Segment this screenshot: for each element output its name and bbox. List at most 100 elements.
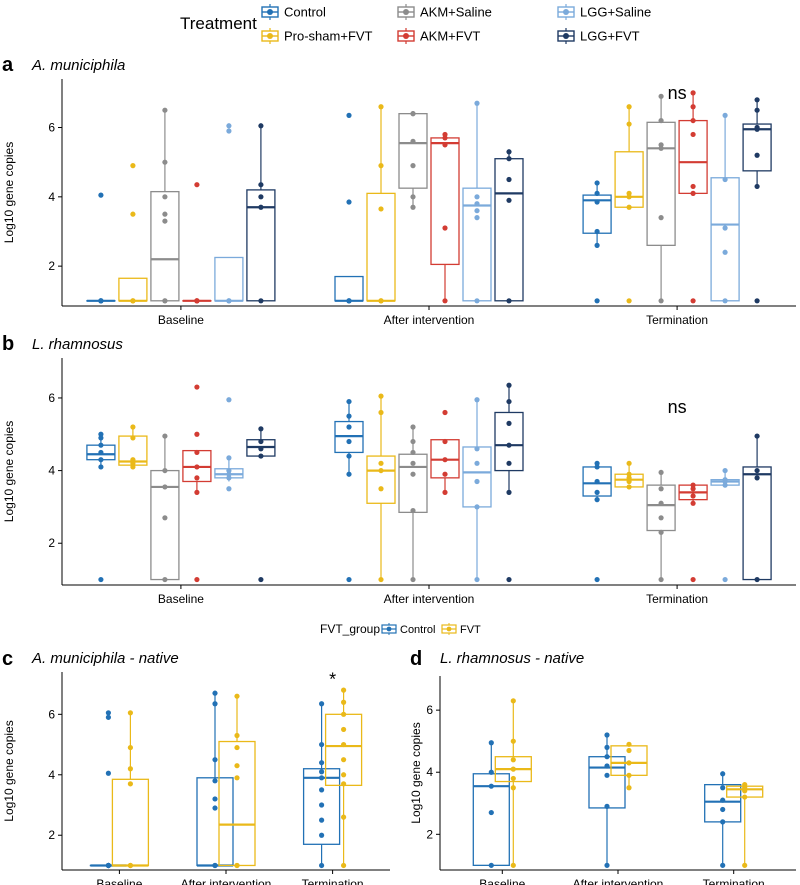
data-point	[410, 438, 416, 445]
box-control	[302, 701, 341, 869]
data-point	[234, 693, 240, 699]
box-control	[704, 771, 742, 868]
data-point	[319, 802, 325, 808]
data-point	[98, 457, 104, 463]
x-tick-label: Termination	[646, 313, 708, 327]
y-tick-label: 4	[48, 464, 55, 478]
data-point	[319, 701, 325, 707]
data-point	[226, 471, 232, 477]
box-lgg-saline	[462, 397, 492, 583]
box-akm-fvt	[430, 131, 460, 304]
panel-title: A. municiphila	[31, 57, 125, 74]
box-pro-sham-fvt	[118, 424, 148, 470]
box-iqr	[742, 123, 772, 172]
data-point	[722, 576, 728, 583]
data-point	[658, 500, 664, 506]
legend-label: AKM+Saline	[420, 5, 492, 20]
data-point	[626, 760, 632, 766]
data-point	[690, 131, 696, 138]
data-point	[212, 778, 218, 784]
box-iqr	[710, 177, 740, 302]
box-iqr	[150, 190, 180, 302]
box-fvt	[726, 782, 764, 868]
data-point	[742, 862, 748, 868]
data-point	[604, 732, 610, 738]
legend-small-title: FVT_group	[320, 622, 380, 636]
data-point	[319, 769, 325, 775]
data-point	[690, 482, 696, 488]
legend-key-2	[397, 4, 415, 20]
legend-key-dot	[563, 9, 569, 15]
legend-label: Pro-sham+FVT	[284, 29, 373, 44]
data-point	[258, 182, 264, 188]
legend-small-label: Control	[400, 624, 435, 636]
data-point	[130, 457, 136, 463]
data-point	[130, 163, 136, 169]
data-point	[626, 478, 632, 485]
data-point	[98, 192, 104, 198]
box-lgg-fvt	[494, 382, 524, 583]
data-point	[194, 182, 200, 188]
box-control	[588, 732, 626, 868]
data-point	[720, 785, 726, 791]
data-point	[194, 464, 200, 470]
data-point	[594, 489, 600, 495]
data-point	[212, 690, 218, 696]
box-akm-saline	[398, 424, 428, 583]
panel-title: L. rhamnosus - native	[440, 650, 584, 667]
data-point	[658, 529, 664, 535]
data-point	[341, 757, 347, 763]
panel-title: L. rhamnosus	[32, 336, 123, 353]
data-point	[488, 783, 494, 789]
x-tick-label: After intervention	[181, 877, 272, 885]
data-point	[690, 576, 696, 583]
data-point	[319, 832, 325, 838]
box-control	[196, 690, 234, 869]
data-point	[506, 442, 512, 448]
data-point	[378, 104, 384, 110]
box-control	[472, 740, 510, 868]
data-point	[626, 475, 632, 481]
y-axis-label: Log10 gene copies	[2, 142, 16, 243]
legend-small-key-0	[381, 623, 397, 635]
data-point	[127, 781, 133, 787]
data-point	[474, 504, 480, 510]
data-point	[510, 775, 516, 782]
data-point	[346, 398, 352, 405]
data-point	[319, 760, 325, 766]
panel-title: A. municiphila - native	[31, 650, 179, 667]
data-point	[162, 218, 168, 224]
data-point	[105, 710, 111, 716]
data-point	[258, 123, 264, 129]
x-tick-label: Baseline	[158, 313, 204, 327]
data-point	[474, 397, 480, 403]
data-point	[130, 460, 136, 466]
panel-c: c A. municiphila - native 2 4 6 Log10 gene co…	[2, 648, 390, 885]
data-point	[194, 298, 200, 304]
data-point	[98, 442, 104, 448]
data-point	[658, 215, 664, 221]
data-point	[506, 176, 512, 183]
data-point	[658, 142, 664, 148]
data-point	[754, 576, 760, 583]
data-point	[474, 446, 480, 452]
data-point	[127, 710, 133, 716]
data-point	[442, 471, 448, 477]
data-point	[378, 467, 384, 474]
box-control	[334, 112, 364, 304]
data-point	[594, 576, 600, 583]
data-point	[722, 225, 728, 231]
data-point	[754, 152, 760, 158]
data-point	[658, 298, 664, 304]
data-point	[162, 515, 168, 521]
data-point	[488, 862, 494, 868]
fvt-group-legend: FVT_group Control FVT	[320, 622, 481, 636]
data-point	[194, 384, 200, 390]
data-point	[658, 515, 664, 521]
data-point	[690, 183, 696, 190]
data-point	[722, 482, 728, 488]
legend-key-dot	[403, 9, 409, 15]
data-point	[626, 484, 632, 490]
data-point	[341, 814, 347, 820]
